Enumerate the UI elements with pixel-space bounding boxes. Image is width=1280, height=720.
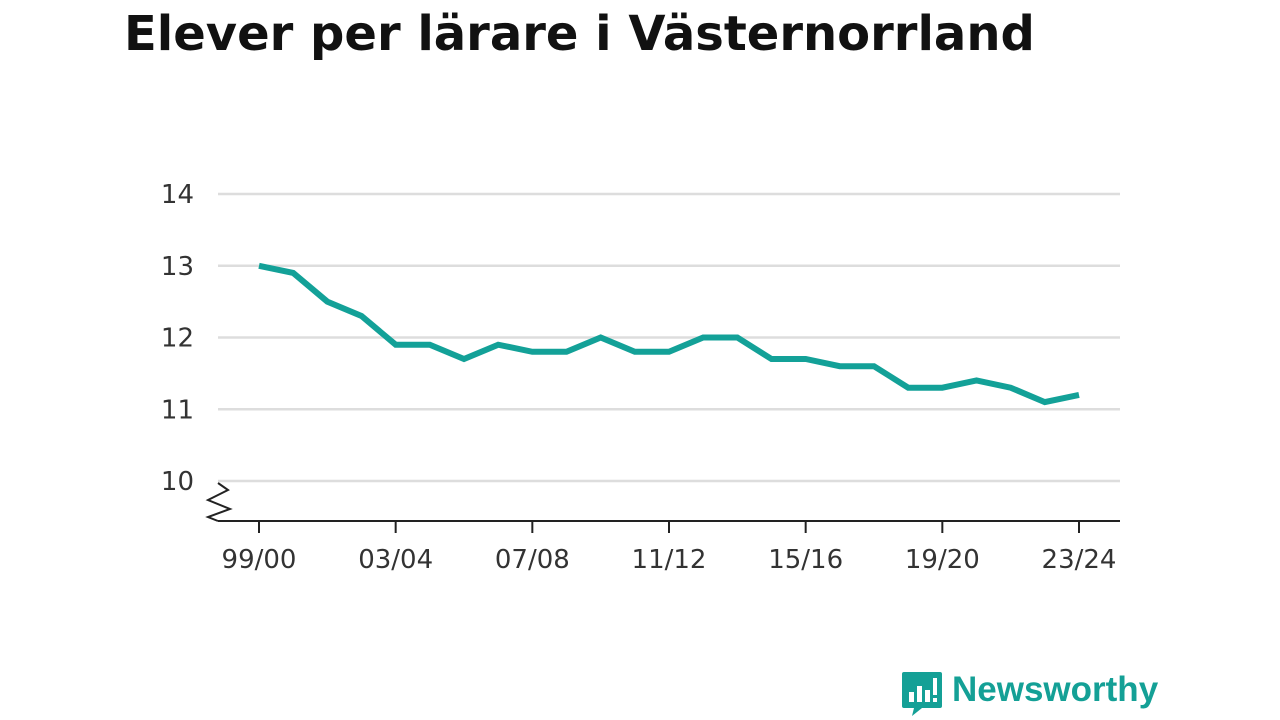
y-axis-tick-labels: 10 11 12 13 14 (161, 180, 194, 497)
gridlines (218, 192, 1120, 483)
newsworthy-logo: Newsworthy (900, 668, 1158, 720)
chart-title: Elever per lärare i Västernorrland (124, 6, 1035, 62)
x-tick-label-07/08: 07/08 (495, 545, 570, 575)
x-axis (205, 482, 1120, 533)
x-tick-label-11/12: 11/12 (632, 545, 707, 575)
y-tick-label-11: 11 (161, 395, 194, 425)
newsworthy-logo-icon (902, 672, 942, 716)
x-tick-label-03/04: 03/04 (358, 545, 433, 575)
y-tick-label-12: 12 (161, 324, 194, 354)
x-tick-label-19/20: 19/20 (905, 545, 980, 575)
y-tick-label-13: 13 (161, 252, 194, 282)
newsworthy-logo-text: Newsworthy (952, 670, 1159, 709)
y-axis-break-symbol (205, 482, 233, 522)
y-tick-label-14: 14 (161, 180, 194, 210)
x-tick-label-15/16: 15/16 (768, 545, 843, 575)
x-axis-tick-labels: 99/00 03/04 07/08 11/12 15/16 19/20 23/24 (222, 545, 1117, 575)
x-tick-label-23/24: 23/24 (1042, 545, 1117, 575)
series-lines (258, 262, 1080, 406)
y-tick-label-10: 10 (161, 467, 194, 497)
series-line-0 (258, 262, 1080, 406)
x-tick-label-99/00: 99/00 (222, 545, 297, 575)
